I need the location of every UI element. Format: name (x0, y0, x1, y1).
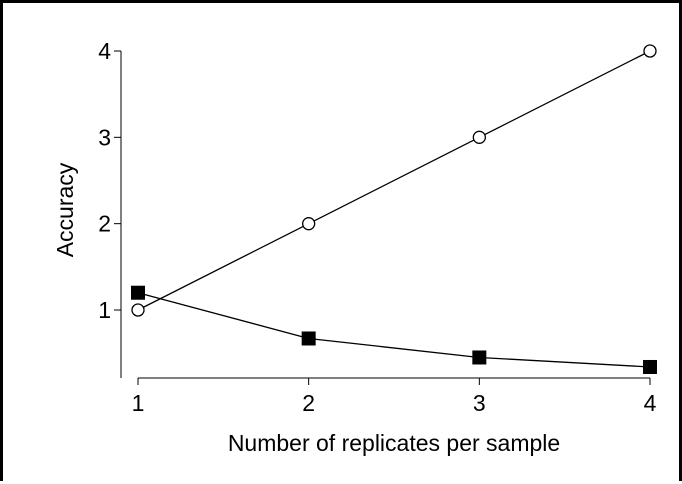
data-point-square (131, 285, 145, 300)
y-tick-label: 1 (98, 297, 111, 323)
x-tick-label: 2 (302, 390, 315, 416)
data-point-circle (472, 130, 486, 144)
line-chart: 1 2 3 4 1 2 3 4 Number of replicates per sample… (52, 38, 657, 456)
y-tick-label: 3 (98, 124, 111, 150)
data-point-square (472, 350, 487, 365)
x-tick-label: 1 (132, 390, 145, 416)
data-point-square (301, 331, 316, 346)
data-point-circle (302, 217, 316, 231)
series-line-2 (137, 292, 651, 368)
data-point-square (643, 359, 657, 374)
axes: 1 2 3 4 1 2 3 4 (98, 38, 656, 416)
series-line-1 (137, 50, 651, 311)
y-tick-label: 4 (98, 38, 111, 64)
y-tick-label: 2 (98, 211, 111, 237)
series-layer (131, 44, 657, 374)
data-point-circle (131, 303, 145, 317)
x-tick-label: 3 (473, 390, 486, 416)
data-point-circle (643, 44, 657, 58)
x-tick-label: 4 (644, 390, 657, 416)
y-axis-label: Accuracy (52, 162, 78, 257)
x-axis-label: Number of replicates per sample (228, 430, 560, 456)
